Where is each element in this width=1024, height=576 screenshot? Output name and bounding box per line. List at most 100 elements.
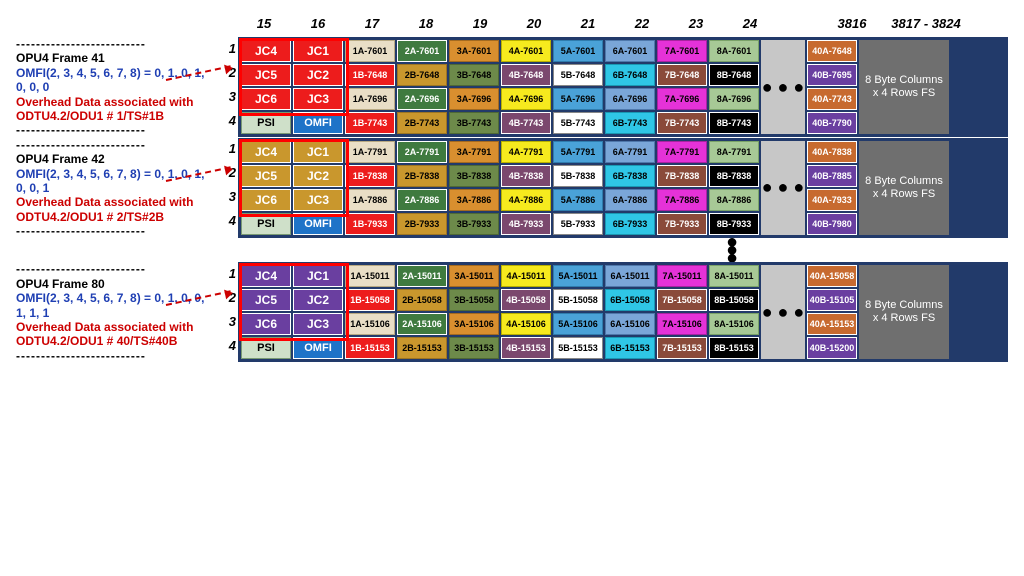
- omfi-text: OMFI(2, 3, 4, 5, 6, 7, 8) = 0, 1, 0, 0, …: [16, 291, 216, 320]
- page: 15 16 17 18 19 20 21 22 23 24 3816 3817 …: [16, 16, 1008, 363]
- jc-cell: JC3: [293, 313, 343, 335]
- data-cell: 3A-7791: [449, 141, 499, 163]
- jc-cell: JC4: [241, 40, 291, 62]
- ellipsis-cell: ● ● ●: [761, 40, 805, 134]
- jc-cell: JC6: [241, 313, 291, 335]
- data-cell: 7A-7601: [657, 40, 707, 62]
- data-cell: 1A-7791: [345, 141, 395, 163]
- data-cell: 40A-15058: [807, 265, 857, 287]
- col-20: 20: [508, 16, 560, 31]
- assoc-text: Overhead Data associated with ODTU4.2/OD…: [16, 195, 216, 224]
- data-cell: 8B-7933: [709, 213, 759, 235]
- data-cell: 5A-15011: [553, 265, 603, 287]
- data-cell: 8B-7838: [709, 165, 759, 187]
- data-cell: 3B-7648: [449, 64, 499, 86]
- col-19: 19: [454, 16, 506, 31]
- data-cell: 6A-7601: [605, 40, 655, 62]
- assoc-text: Overhead Data associated with ODTU4.2/OD…: [16, 320, 216, 349]
- data-cell: 2B-7648: [397, 64, 447, 86]
- frame42: -------------------------- OPU4 Frame 42…: [16, 138, 1008, 239]
- data-cell: 8A-15011: [709, 265, 759, 287]
- data-cell: 5B-15058: [553, 289, 603, 311]
- jc-cell: JC5: [241, 289, 291, 311]
- data-cell: 7A-15011: [657, 265, 707, 287]
- psi-cell: PSI: [241, 337, 291, 359]
- data-cell: 4B-7933: [501, 213, 551, 235]
- data-cell: 4B-7838: [501, 165, 551, 187]
- data-cell: 40A-7648: [807, 40, 857, 62]
- data-cell: 1A-7601: [345, 40, 395, 62]
- psi-cell: PSI: [241, 112, 291, 134]
- omfi-text: OMFI(2, 3, 4, 5, 6, 7, 8) = 0, 1, 0, 1, …: [16, 167, 216, 196]
- data-cell: 2B-7743: [397, 112, 447, 134]
- grid-wrap: JC4JC11A-150112A-150113A-150114A-150115A…: [238, 262, 1008, 362]
- data-cell: 4B-15058: [501, 289, 551, 311]
- data-cell: 5B-7743: [553, 112, 603, 134]
- data-cell: 6B-7648: [605, 64, 655, 86]
- data-cell: 4A-7601: [501, 40, 551, 62]
- data-cell: 2B-15058: [397, 289, 447, 311]
- col-16: 16: [292, 16, 344, 31]
- frame41: -------------------------- OPU4 Frame 41…: [16, 37, 1008, 138]
- data-cell: 3A-15106: [449, 313, 499, 335]
- jc-cell: JC1: [293, 141, 343, 163]
- data-cell: 3B-7838: [449, 165, 499, 187]
- data-cell: 40B-7885: [807, 165, 857, 187]
- jc-cell: JC1: [293, 40, 343, 62]
- data-cell: 8B-15058: [709, 289, 759, 311]
- data-cell: 3B-15153: [449, 337, 499, 359]
- data-cell: 8A-7886: [709, 189, 759, 211]
- data-cell: 8A-7601: [709, 40, 759, 62]
- data-cell: 6A-7696: [605, 88, 655, 110]
- data-cell: 7A-7886: [657, 189, 707, 211]
- data-cell: 3B-7743: [449, 112, 499, 134]
- jc-cell: JC3: [293, 189, 343, 211]
- data-cell: 5A-15106: [553, 313, 603, 335]
- data-cell: 2A-7696: [397, 88, 447, 110]
- data-cell: 6B-7933: [605, 213, 655, 235]
- frame-title: OPU4 Frame 42: [16, 152, 216, 166]
- jc-cell: JC3: [293, 88, 343, 110]
- data-cell: 3A-15011: [449, 265, 499, 287]
- data-cell: 1B-7933: [345, 213, 395, 235]
- omfi-cell: OMFI: [293, 337, 343, 359]
- data-cell: 6B-15058: [605, 289, 655, 311]
- data-cell: 1B-7648: [345, 64, 395, 86]
- ellipsis-cell: ● ● ●: [761, 265, 805, 359]
- data-cell: 7B-7648: [657, 64, 707, 86]
- jc-cell: JC4: [241, 141, 291, 163]
- data-cell: 5B-15153: [553, 337, 603, 359]
- vertical-ellipsis: ●●●: [456, 238, 1008, 262]
- frame-grid: JC4JC11A-76012A-76013A-76014A-76015A-760…: [241, 40, 1005, 134]
- column-headers: 15 16 17 18 19 20 21 22 23 24 3816 3817 …: [16, 16, 1008, 31]
- data-cell: 1A-15106: [345, 313, 395, 335]
- data-cell: 7A-15106: [657, 313, 707, 335]
- data-cell: 3A-7601: [449, 40, 499, 62]
- data-cell: 40A-7933: [807, 189, 857, 211]
- col-15: 15: [238, 16, 290, 31]
- data-cell: 1B-15058: [345, 289, 395, 311]
- frame-grid: JC4JC11A-150112A-150113A-150114A-150115A…: [241, 265, 1005, 359]
- data-cell: 7A-7791: [657, 141, 707, 163]
- col-3817-3824: 3817 - 3824: [880, 16, 972, 31]
- data-cell: 6B-7743: [605, 112, 655, 134]
- data-cell: 40A-15153: [807, 313, 857, 335]
- row-numbers: 1234: [218, 37, 236, 131]
- omfi-cell: OMFI: [293, 112, 343, 134]
- jc-cell: JC6: [241, 189, 291, 211]
- data-cell: 5B-7838: [553, 165, 603, 187]
- data-cell: 40A-7838: [807, 141, 857, 163]
- data-cell: 2B-15153: [397, 337, 447, 359]
- psi-cell: PSI: [241, 213, 291, 235]
- ellipsis-cell: ● ● ●: [761, 141, 805, 235]
- data-cell: 4A-15106: [501, 313, 551, 335]
- data-cell: 40B-15200: [807, 337, 857, 359]
- jc-cell: JC2: [293, 165, 343, 187]
- col-22: 22: [616, 16, 668, 31]
- jc-cell: JC5: [241, 64, 291, 86]
- data-cell: 1B-7743: [345, 112, 395, 134]
- data-cell: 5B-7648: [553, 64, 603, 86]
- data-cell: 3A-7886: [449, 189, 499, 211]
- data-cell: 4B-7743: [501, 112, 551, 134]
- col-18: 18: [400, 16, 452, 31]
